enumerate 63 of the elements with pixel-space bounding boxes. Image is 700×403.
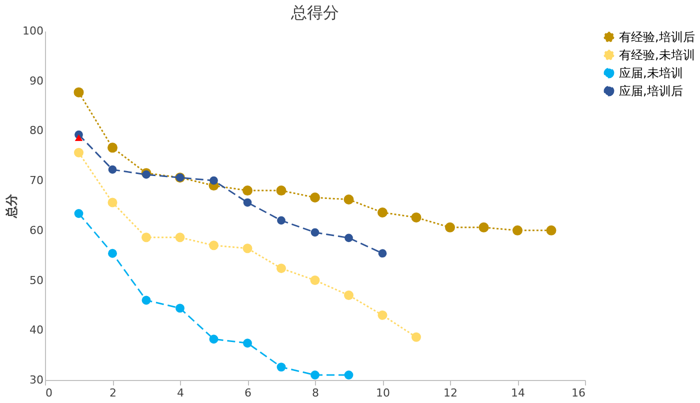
point [344, 234, 353, 242]
point [74, 134, 83, 142]
point [142, 232, 151, 242]
point [242, 244, 252, 254]
point [310, 370, 320, 380]
point [74, 209, 84, 218]
chart-title: 总得分 [290, 3, 339, 22]
legend-label: 有经验,未培训 [619, 48, 695, 62]
point [209, 334, 218, 344]
point [74, 148, 84, 158]
point [445, 222, 455, 232]
point [210, 176, 218, 185]
point [243, 198, 252, 207]
point [412, 332, 421, 342]
point [209, 240, 218, 250]
point [546, 225, 556, 236]
point [176, 304, 184, 313]
point [277, 216, 286, 225]
point [142, 296, 151, 305]
x-tick-label: 6 [244, 386, 252, 400]
point [108, 142, 118, 153]
y-tick-label: 80 [30, 124, 44, 138]
x-tick-label: 16 [572, 386, 586, 400]
point [276, 186, 286, 196]
x-tick-label: 0 [46, 386, 52, 400]
x-tick-label: 12 [444, 386, 458, 400]
point [108, 248, 117, 258]
point [310, 192, 320, 203]
point [378, 207, 388, 218]
point [378, 310, 388, 320]
y-tick-label: 30 [30, 374, 44, 386]
point [74, 87, 84, 98]
point [276, 264, 286, 274]
y-tick-label: 40 [30, 324, 44, 337]
point [344, 370, 354, 380]
x-tick-label: 10 [376, 386, 390, 400]
x-tick-label: 2 [110, 386, 116, 400]
y-tick-label: 60 [30, 224, 44, 237]
point [344, 290, 354, 300]
legend-label: 应届,培训后 [619, 84, 683, 98]
y-axis-title: 总分 [4, 193, 19, 219]
x-tick-label: 4 [177, 386, 184, 400]
point [344, 194, 354, 205]
y-tick-label: 90 [30, 74, 44, 88]
legend-label: 应届,未培训 [619, 66, 683, 80]
legend-label: 有经验,培训后 [619, 30, 695, 44]
y-tick-label: 100 [22, 24, 44, 38]
point [242, 186, 252, 196]
point [108, 198, 118, 208]
point [478, 222, 489, 232]
point [108, 165, 117, 174]
point [276, 362, 286, 372]
point [175, 232, 185, 242]
point [378, 249, 387, 258]
y-tick-label: 70 [30, 174, 44, 188]
point [512, 225, 522, 236]
y-tick-label: 50 [30, 274, 44, 287]
point [310, 276, 320, 286]
point [243, 338, 252, 348]
x-tick-label: 8 [312, 386, 319, 400]
point [411, 212, 422, 222]
x-tick-label: 14 [511, 386, 525, 400]
point [310, 228, 320, 237]
